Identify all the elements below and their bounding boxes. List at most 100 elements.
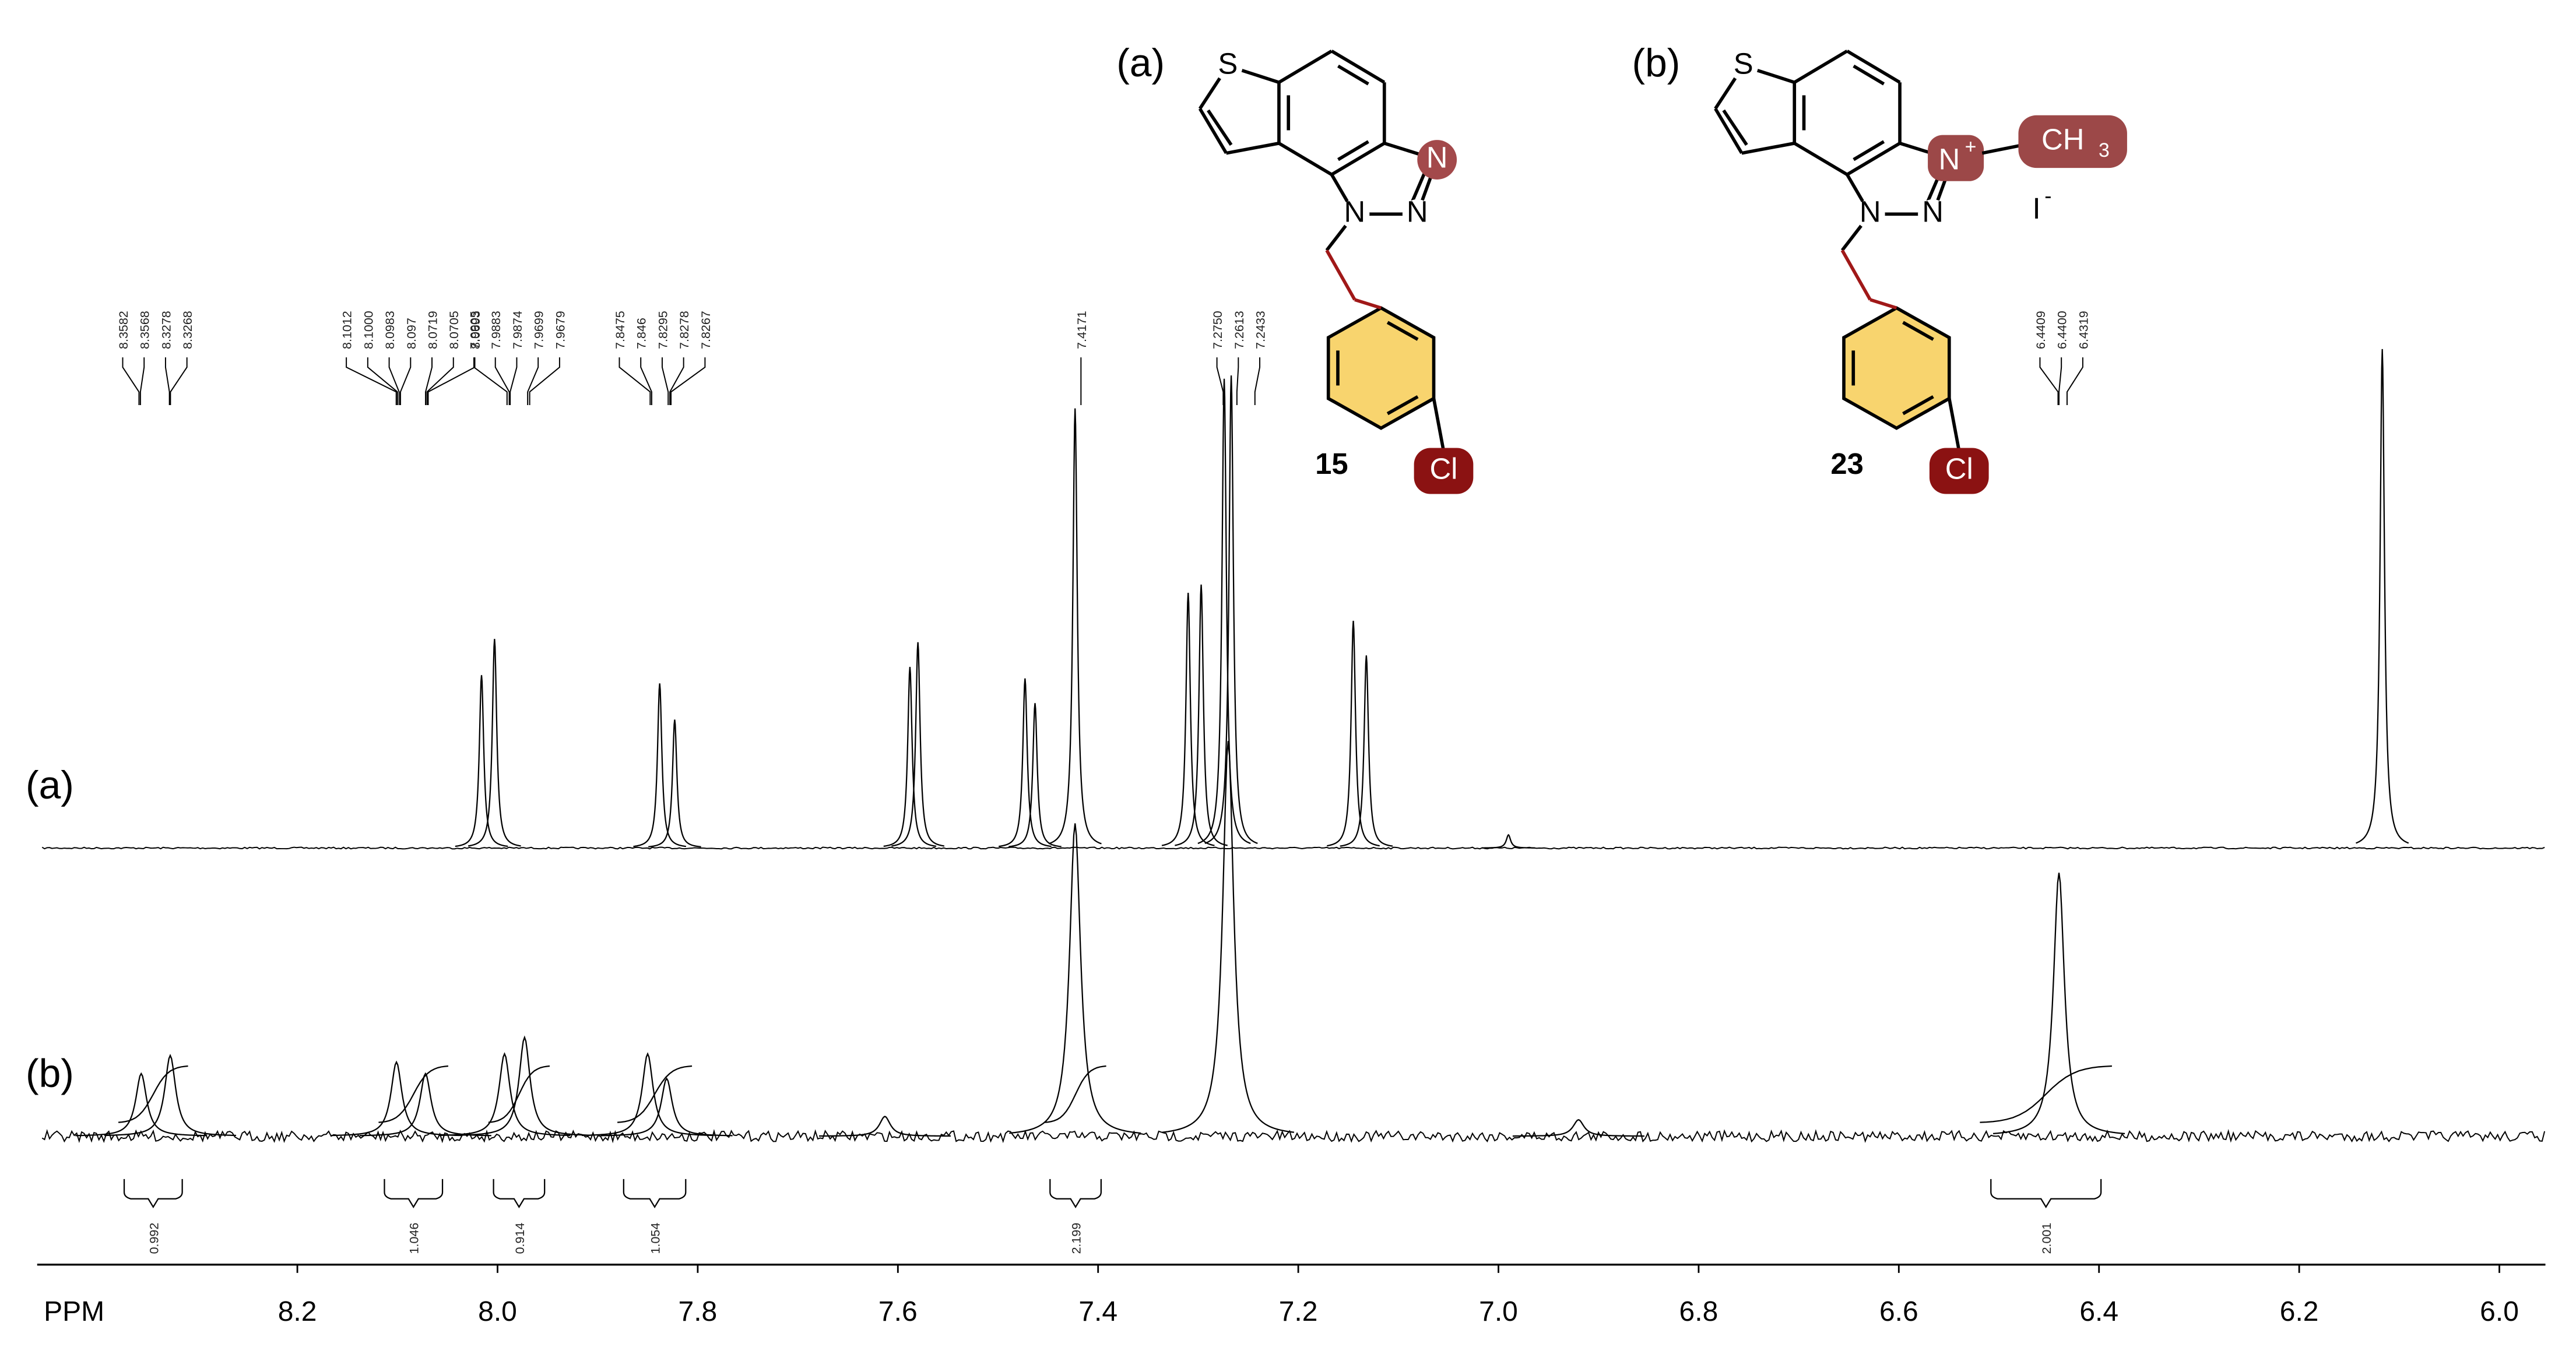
integral-label: 0.914 [513,1223,527,1254]
integral-curve [118,1065,188,1123]
x-tick-label: 6.0 [2480,1296,2519,1327]
integral-label: 2.001 [2040,1223,2054,1254]
bond [1330,50,1386,84]
peak [600,1077,733,1137]
peak-label: 7.4171 [1075,311,1089,349]
aryl-ring [1842,306,1951,430]
integral-label: 1.054 [649,1223,663,1254]
atom-label: N [1938,142,1960,175]
integral-label: 0.992 [147,1223,161,1254]
integral-bracket [493,1179,546,1209]
atom-mask [1340,199,1370,229]
bond [1386,321,1419,341]
integral-bracket [623,1179,687,1209]
peak [1162,741,1295,1133]
peak-connector [529,357,560,405]
structure-label: (a) [1116,41,1165,85]
peak [438,1052,571,1137]
peak [1512,1119,1644,1137]
bond [1354,298,1382,310]
peak-connector [388,357,400,405]
x-tick-label: 6.8 [1679,1296,1718,1327]
peak [818,1116,951,1137]
bond [1386,395,1419,416]
peak-label: 8.3568 [138,311,152,349]
peak [999,678,1052,847]
peak-connector [426,357,454,405]
peak-label: 6.4409 [2034,311,2048,349]
x-tick-label: 7.4 [1078,1296,1117,1327]
peak-connector [670,357,706,405]
peak-connector [509,357,518,405]
peak-label: 8.3582 [117,311,131,349]
peak-label: 7.2433 [1254,311,1268,349]
peak [582,1052,714,1137]
peak-label: 8.0983 [383,311,397,349]
peak-label: 7.846 [635,318,649,349]
atom-label: S [1218,47,1238,80]
peak-label: 7.2613 [1232,311,1246,349]
peak-connector [473,357,508,405]
peak [1482,833,1535,849]
atom-label: N [1922,195,1944,228]
bond [1330,142,1386,176]
integral-label: 2.199 [1070,1223,1084,1254]
atom-sub: 3 [2099,139,2110,161]
x-tick-label: 7.2 [1279,1296,1318,1327]
peak [1197,378,1251,845]
peak-label: 8.097 [405,318,419,349]
ch3-highlight [2018,115,2127,168]
peak-label: 7.9699 [532,311,546,349]
bond [1714,108,1744,154]
x-tick-label: 7.6 [878,1296,918,1327]
atom-label: N [1407,195,1428,228]
atom-mask [1918,199,1948,229]
atom-mask [1855,199,1885,229]
atom-mask [1728,51,1759,81]
peak-connector [164,357,170,405]
compound-number: 23 [1830,447,1864,480]
bond [1793,50,1848,84]
peak [1048,408,1102,845]
peak [883,667,937,847]
bond [1337,140,1369,161]
peak-connector [661,357,669,405]
atom-label: N [1344,195,1366,228]
peak [1327,621,1380,847]
peak [331,1060,463,1137]
peak-connector [2039,357,2059,405]
x-tick-label: 7.8 [679,1296,718,1327]
peak [2356,349,2409,844]
peak-label: 7.9905 [468,311,482,349]
integral-curve [1045,1065,1106,1123]
atom-label: CH [2041,122,2084,156]
peak-connector [640,357,652,405]
peak-connector [122,357,140,405]
peak [1008,703,1062,847]
bond [1869,298,1897,310]
atom-label: I [2032,192,2040,225]
peak-label: 8.1000 [361,311,375,349]
peak-label: 7.8278 [677,311,691,349]
bond [1226,142,1280,155]
peak-connector [2066,357,2083,405]
peak-connector [425,357,433,405]
bond [1325,249,1356,301]
peak-connector [427,357,476,405]
n-highlight [1928,135,1984,181]
x-tick-label: 8.2 [278,1296,317,1327]
bond [1902,395,1934,416]
cl-highlight [1929,448,1989,494]
baseline [41,1128,2546,1144]
series-label: (a) [26,764,74,807]
integral-curve [1980,1065,2112,1123]
structure-label: (b) [1632,41,1680,85]
peak [458,1035,591,1136]
atom-label: Cl [1429,452,1457,485]
peak-label: 7.2750 [1211,311,1225,349]
peak-label: 7.9679 [553,311,567,349]
peak [1340,655,1393,847]
peak-connector [139,357,145,405]
peak-label: 8.3268 [181,311,195,349]
